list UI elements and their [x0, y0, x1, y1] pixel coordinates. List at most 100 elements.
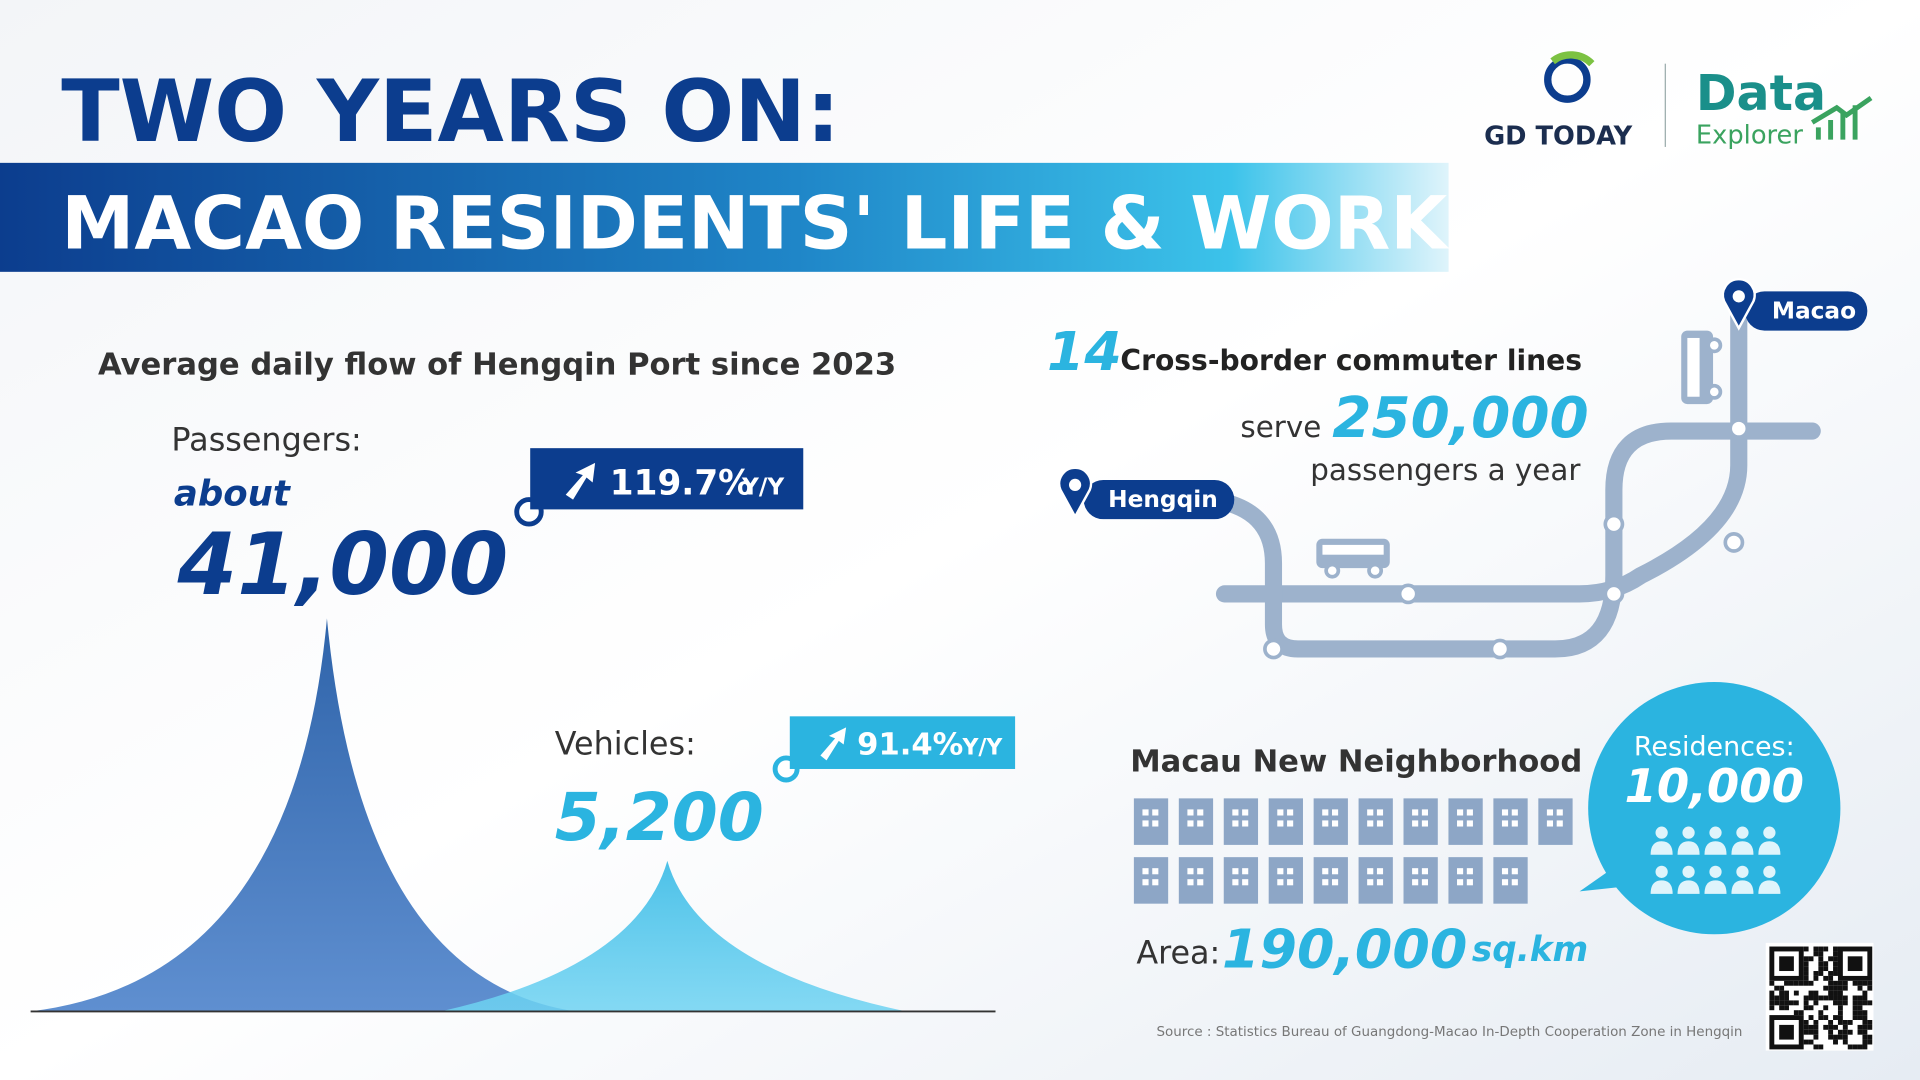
qr-module: [1798, 1010, 1804, 1016]
qr-module: [1833, 1039, 1838, 1045]
person-head: [1709, 826, 1722, 839]
qr-finder: [1847, 956, 1863, 972]
qr-finder: [1769, 1015, 1804, 1050]
qr-module: [1828, 1020, 1834, 1025]
vehicles-value: 5,200: [555, 779, 764, 856]
window: [1367, 868, 1374, 875]
window: [1322, 868, 1329, 875]
qr-module: [1842, 995, 1848, 1001]
window: [1277, 809, 1284, 816]
up-arrow: [565, 462, 596, 500]
qr-module: [1862, 1010, 1868, 1016]
qr-module: [1813, 1020, 1819, 1025]
qr-module: [1852, 1000, 1858, 1006]
brand-icon: [1810, 95, 1873, 140]
person-body: [1758, 880, 1781, 894]
window: [1287, 809, 1294, 816]
person-head: [1736, 865, 1749, 878]
qr-module: [1867, 1020, 1873, 1025]
qr-module: [1842, 1029, 1848, 1035]
window: [1501, 820, 1509, 827]
qr-module: [1803, 1024, 1809, 1030]
qr-module: [1862, 1020, 1868, 1025]
qr-module: [1803, 1039, 1809, 1045]
metro-line: [1215, 422, 1821, 658]
qr-module: [1867, 985, 1873, 991]
passengers-count: 250,000: [1332, 386, 1589, 451]
window: [1277, 820, 1284, 827]
qr-module: [1852, 1015, 1858, 1020]
qr-module: [1833, 956, 1838, 962]
qr-module: [1793, 1000, 1799, 1006]
window: [1197, 879, 1204, 886]
window: [1187, 809, 1194, 816]
brand-data: Data: [1696, 65, 1826, 122]
qr-module: [1862, 1000, 1868, 1006]
building: [1178, 857, 1214, 904]
person-head: [1682, 826, 1695, 839]
qr-module: [1818, 1010, 1824, 1016]
qr-module: [1784, 990, 1789, 996]
qr-module: [1823, 961, 1829, 967]
qr-module: [1823, 995, 1829, 1001]
qr-module: [1833, 946, 1838, 952]
buildings: [1133, 798, 1573, 904]
building: [1313, 798, 1348, 845]
window: [1511, 868, 1518, 875]
qr-module: [1862, 980, 1868, 986]
qr-module: [1842, 1000, 1848, 1006]
window: [1367, 809, 1374, 816]
window: [1277, 879, 1284, 886]
qr-module: [1837, 1020, 1843, 1025]
person-head: [1682, 865, 1695, 878]
change-unit: Y/Y: [741, 474, 785, 501]
qr-finder: [1779, 1024, 1794, 1040]
qr-module: [1833, 985, 1838, 991]
qr-module: [1818, 951, 1824, 957]
qr-module: [1833, 980, 1838, 986]
qr-module: [1769, 980, 1775, 986]
qr-module: [1828, 971, 1834, 976]
qr-module: [1808, 1024, 1814, 1030]
metro-line: [1215, 297, 1748, 603]
station: [1489, 638, 1511, 660]
person-head: [1736, 826, 1749, 839]
person-body: [1650, 880, 1673, 894]
qr-module: [1852, 980, 1858, 986]
qr-module: [1862, 1044, 1868, 1050]
window: [1501, 809, 1509, 816]
station: [1723, 532, 1745, 553]
window: [1232, 868, 1239, 875]
qr-module: [1857, 980, 1863, 986]
qr-module: [1837, 995, 1843, 1001]
qr-module: [1803, 980, 1809, 986]
qr-module: [1813, 995, 1819, 1001]
qr-module: [1842, 985, 1848, 991]
qr-module: [1813, 1034, 1819, 1040]
building: [1358, 798, 1393, 845]
qr-module: [1862, 995, 1868, 1001]
qr-module: [1867, 1039, 1873, 1045]
qr-module: [1788, 980, 1794, 986]
qr-module: [1842, 1024, 1848, 1030]
building: [1313, 857, 1348, 904]
window: [1412, 879, 1419, 886]
window: [1197, 809, 1204, 816]
qr-module: [1837, 980, 1843, 986]
title: TWO YEARS ON:: [61, 62, 840, 162]
station: [1728, 418, 1750, 439]
qr-module: [1828, 975, 1834, 981]
qr-module: [1818, 946, 1824, 952]
building: [1493, 798, 1528, 845]
window: [1376, 809, 1384, 816]
qr-module: [1833, 1015, 1838, 1020]
qr-module: [1857, 1000, 1863, 1006]
qr-module: [1818, 1044, 1824, 1050]
qr-module: [1769, 1000, 1775, 1006]
qr-module: [1813, 951, 1819, 957]
bubble: [1588, 682, 1841, 935]
qr-module: [1833, 961, 1838, 967]
person-head: [1763, 826, 1776, 839]
qr-module: [1808, 995, 1814, 1001]
person-head: [1655, 826, 1668, 839]
